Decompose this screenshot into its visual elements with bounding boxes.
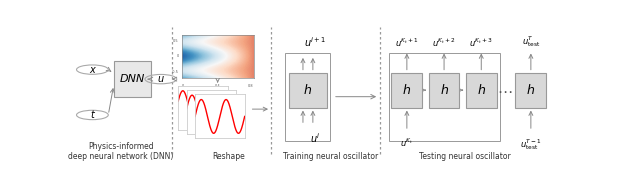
FancyBboxPatch shape: [289, 73, 326, 108]
Text: t: t: [90, 110, 94, 120]
Text: $u^{i+1}$: $u^{i+1}$: [304, 35, 326, 49]
FancyBboxPatch shape: [466, 73, 497, 108]
FancyBboxPatch shape: [388, 53, 500, 141]
Text: x: x: [90, 65, 95, 75]
Text: $u^{T-1}_{\mathrm{test}}$: $u^{T-1}_{\mathrm{test}}$: [520, 137, 541, 152]
Text: $u^{K_t+3}$: $u^{K_t+3}$: [469, 37, 493, 49]
Text: $u^i$: $u^i$: [310, 131, 321, 145]
Text: $u^{K_t}$: $u^{K_t}$: [400, 137, 413, 149]
Text: h: h: [304, 84, 312, 97]
Text: h: h: [527, 84, 535, 97]
Text: h: h: [477, 84, 485, 97]
Text: DNN: DNN: [120, 74, 145, 84]
Text: u: u: [158, 74, 164, 84]
FancyBboxPatch shape: [515, 73, 547, 108]
Text: Training neural oscillator: Training neural oscillator: [283, 152, 378, 161]
Text: h: h: [403, 84, 411, 97]
FancyBboxPatch shape: [392, 73, 422, 108]
Text: $u^{K_t+2}$: $u^{K_t+2}$: [432, 37, 456, 49]
Text: Physics-informed
deep neural network (DNN): Physics-informed deep neural network (DN…: [68, 142, 173, 161]
Text: $\cdots$: $\cdots$: [497, 83, 512, 98]
Text: Reshape: Reshape: [212, 152, 245, 161]
FancyBboxPatch shape: [429, 73, 460, 108]
FancyBboxPatch shape: [114, 61, 151, 97]
FancyBboxPatch shape: [285, 53, 330, 141]
Text: Testing neural oscillator: Testing neural oscillator: [419, 152, 510, 161]
Text: $u^{K_t+1}$: $u^{K_t+1}$: [395, 37, 419, 49]
Text: $u^{T}_{\mathrm{test}}$: $u^{T}_{\mathrm{test}}$: [522, 34, 540, 49]
Text: h: h: [440, 84, 448, 97]
